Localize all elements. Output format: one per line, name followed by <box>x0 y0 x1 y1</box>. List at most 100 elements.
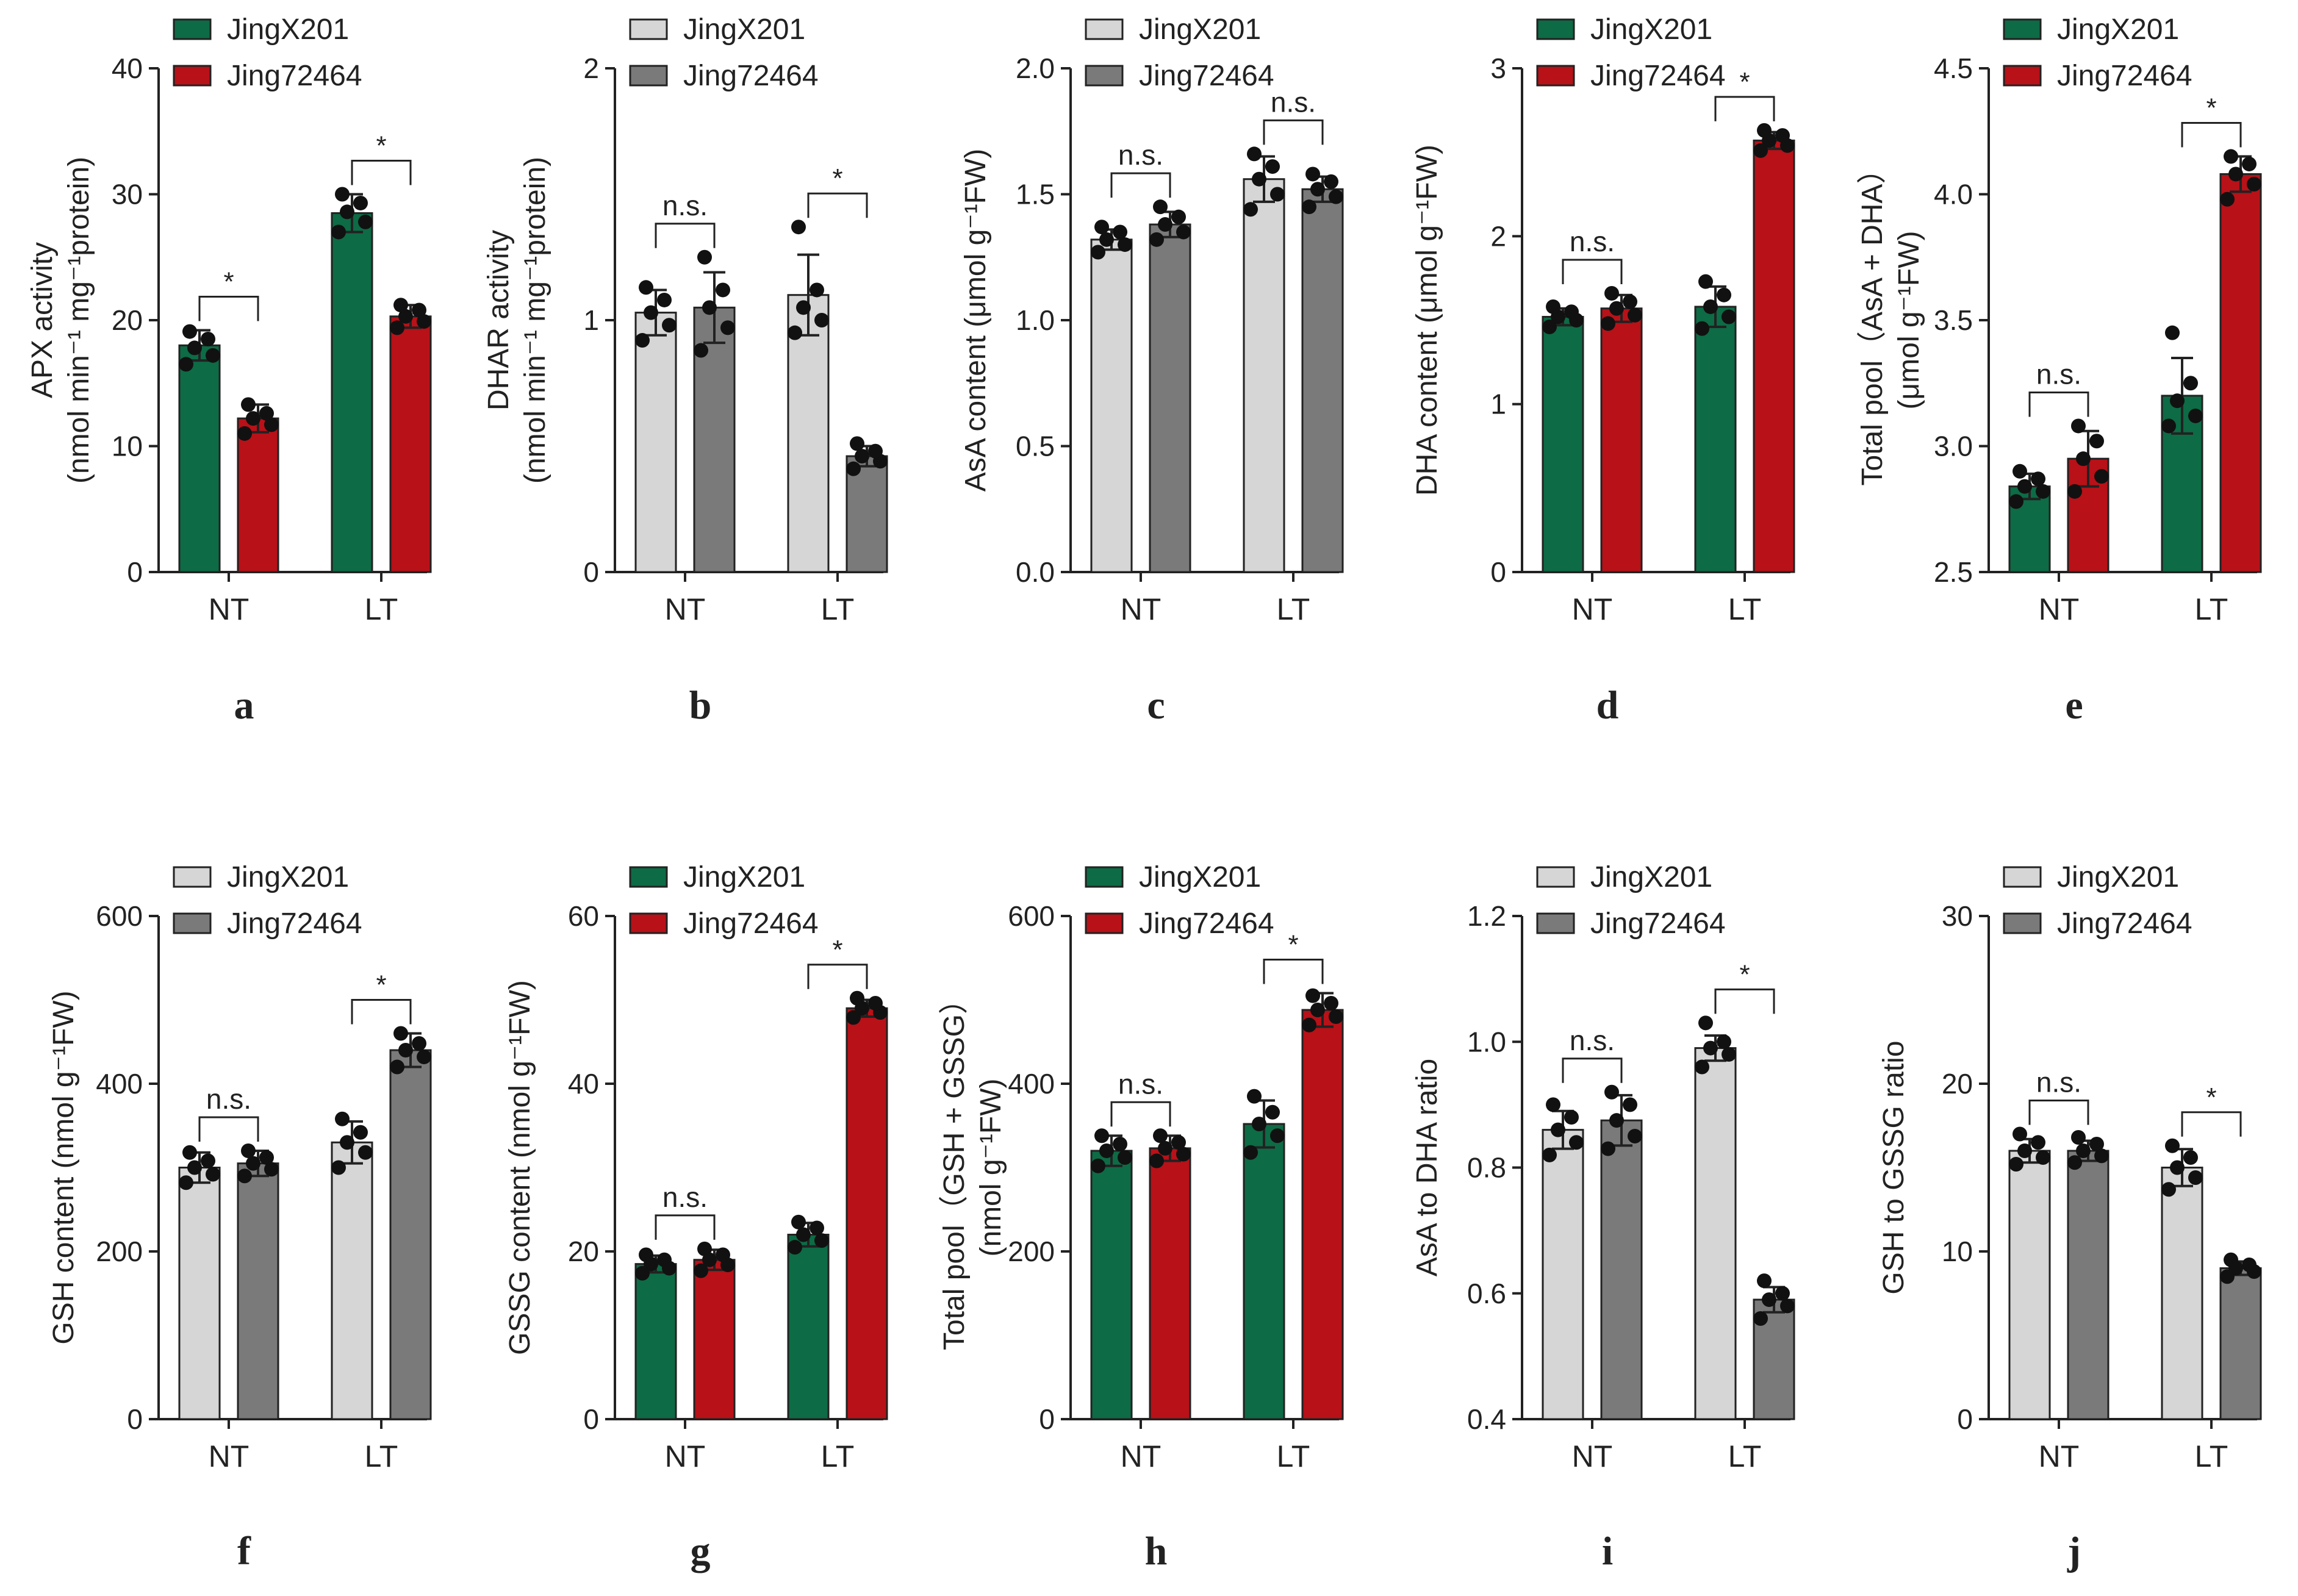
y-tick-label: 0 <box>1490 556 1506 588</box>
bar <box>1301 188 1344 573</box>
data-point <box>1604 285 1619 301</box>
data-point <box>694 343 708 358</box>
data-point <box>2067 484 2082 499</box>
data-point <box>1270 1128 1285 1143</box>
significance-label: n.s. <box>2036 358 2081 390</box>
panel-a: 0 10 20 30 40 APX activity (nmol min⁻¹ mg⁻¹pro… <box>26 13 432 728</box>
y-axis-label: Total pool（GSH + GSSG） <box>938 985 971 1350</box>
legend-swatch <box>2003 18 2042 40</box>
y-axis-label: AsA content (μmol g⁻¹FW) <box>960 149 992 492</box>
significance-bracket <box>351 160 412 185</box>
legend-swatch <box>629 65 668 87</box>
legend-label: JingX201 <box>683 861 805 893</box>
data-point <box>335 187 350 202</box>
data-point <box>716 282 730 298</box>
panel-letter: g <box>691 1529 711 1573</box>
bar <box>1600 1119 1643 1420</box>
data-point <box>2161 1182 2176 1197</box>
significance-bracket <box>351 999 412 1025</box>
bar <box>1149 1147 1191 1420</box>
y-tick-label: 2.5 <box>1934 556 1973 588</box>
y-tick-label: 0 <box>1039 1403 1055 1435</box>
data-point <box>1171 209 1186 224</box>
y-tick-label: 3.0 <box>1934 431 1973 462</box>
significance-label: n.s. <box>662 190 708 221</box>
y-axis-label-units: (μmol g⁻¹FW) <box>1893 231 1925 410</box>
data-point <box>1753 1311 1768 1326</box>
data-point <box>1091 245 1105 260</box>
panel-c: 0.0 0.5 1.0 1.5 2.0 AsA content (μmol g⁻¹FW) N… <box>960 13 1344 728</box>
data-point <box>1703 299 1718 314</box>
data-point <box>1703 1040 1718 1056</box>
data-point <box>644 305 658 320</box>
bar <box>1243 1123 1285 1420</box>
data-point <box>398 1043 413 1057</box>
legend-label: JingX201 <box>2057 13 2179 46</box>
data-point <box>331 1160 346 1175</box>
x-tick-label: LT <box>2195 1439 2228 1473</box>
panel-g: 0 20 40 60 GSSG content (nmol g⁻¹FW) NT n.s. LT… <box>504 861 888 1573</box>
x-tick-label: LT <box>821 1439 855 1473</box>
legend-swatch <box>629 866 668 888</box>
data-point <box>390 1059 404 1075</box>
bar <box>1542 1129 1584 1420</box>
x-tick-label: NT <box>1121 592 1162 626</box>
data-point <box>720 320 735 335</box>
data-point <box>2183 376 2198 391</box>
bar <box>2219 1267 2262 1420</box>
significance-label: * <box>1739 959 1750 989</box>
y-tick-label: 1 <box>583 304 599 336</box>
data-point <box>179 1175 193 1190</box>
y-tick-label: 600 <box>1008 900 1055 932</box>
data-point <box>635 1265 650 1281</box>
y-tick-label: 40 <box>112 52 143 84</box>
data-point <box>1265 159 1280 174</box>
data-point <box>412 1036 426 1051</box>
y-tick-label: 4.5 <box>1934 52 1973 84</box>
y-tick-label: 0 <box>127 556 143 588</box>
data-point <box>2220 191 2235 207</box>
x-tick-label: NT <box>2039 592 2080 626</box>
data-point <box>2031 471 2045 487</box>
data-point <box>1698 274 1713 289</box>
data-point <box>353 1125 368 1140</box>
legend-swatch <box>173 912 212 934</box>
data-point <box>259 406 274 421</box>
panel-letter: h <box>1145 1529 1168 1573</box>
data-point <box>1569 1135 1584 1150</box>
data-point <box>1623 1097 1637 1112</box>
data-point <box>2067 1155 2082 1170</box>
y-tick-label: 1.2 <box>1467 900 1506 932</box>
significance-label: * <box>832 935 842 965</box>
y-axis-label: AsA to DHA ratio <box>1411 1059 1443 1277</box>
legend-label: Jing72464 <box>1590 60 1726 92</box>
data-point <box>2242 156 2257 171</box>
data-point <box>635 333 650 348</box>
data-point <box>868 996 883 1011</box>
significance-label: * <box>2206 93 2216 123</box>
significance-bracket <box>1562 259 1623 284</box>
legend-swatch <box>173 866 212 888</box>
legend-swatch <box>1536 65 1575 87</box>
panel-letter: j <box>2067 1529 2081 1573</box>
data-point <box>241 397 256 412</box>
x-tick-label: LT <box>1277 1439 1310 1473</box>
data-point <box>716 1247 730 1262</box>
legend-swatch <box>1536 18 1575 40</box>
data-point <box>702 300 717 315</box>
data-point <box>1302 1017 1316 1032</box>
data-point <box>1546 299 1560 314</box>
data-point <box>1310 1003 1325 1017</box>
data-point <box>1243 202 1258 217</box>
data-point <box>1171 1135 1186 1150</box>
data-point <box>1542 1147 1557 1162</box>
legend-swatch <box>1085 65 1124 87</box>
data-point <box>814 313 829 327</box>
y-tick-label: 4.0 <box>1934 179 1973 210</box>
y-tick-label: 60 <box>568 900 599 932</box>
data-point <box>1601 1141 1615 1156</box>
x-tick-label: LT <box>365 592 398 626</box>
data-point <box>1099 232 1114 247</box>
y-tick-label: 400 <box>1008 1068 1055 1100</box>
